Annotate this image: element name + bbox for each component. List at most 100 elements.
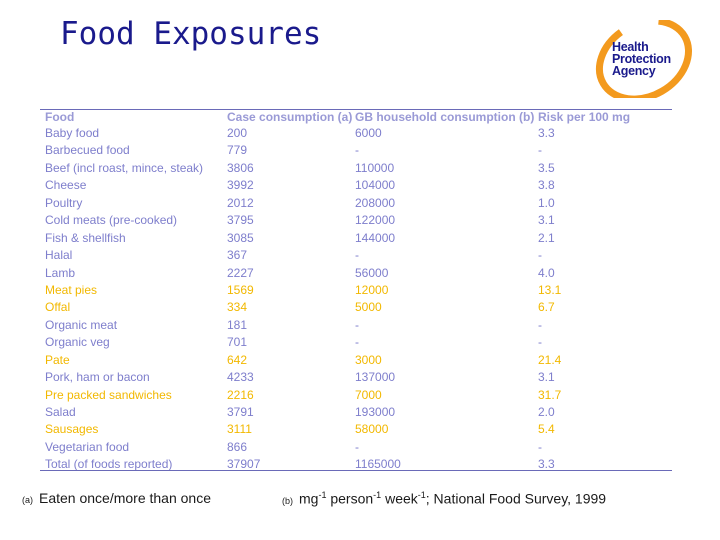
cell-risk: - [538,439,542,454]
cell-gb: 56000 [355,265,389,280]
cell-gb: 137000 [355,370,396,385]
logo-line-3: Agency [612,64,656,78]
cell-food: Pre packed sandwiches [45,387,172,402]
cell-food: Salad [45,405,76,419]
food-exposure-table: Food Case consumption (a) GB household c… [40,106,672,472]
cell-risk: 6.7 [538,300,555,315]
cell-risk: 2.0 [538,405,555,419]
cell-gb: 144000 [355,230,396,245]
cell-case: 3806 [227,160,254,175]
cell-risk: 13.1 [538,282,562,297]
cell-food: Meat pies [45,282,98,297]
cell-gb: - [355,335,359,350]
table-body: Baby food 200 6000 3.3 Barbecued food 779 - - Be… [40,125,672,474]
cell-gb: - [355,439,359,454]
cell-case: 866 [227,439,248,454]
cell-case: 181 [227,317,248,332]
cell-case: 3992 [227,178,254,193]
cell-risk: 3.3 [538,457,555,472]
cell-risk: 3.1 [538,370,555,385]
cell-food: Pate [45,352,70,367]
footnote-b-week: week [381,490,418,507]
cell-case: 2216 [227,387,254,402]
table-row: Cheese 3992 104000 3.8 [40,177,672,194]
table-row: Offal 334 5000 6.7 [40,299,672,316]
logo-line-1: Health [612,40,649,54]
cell-gb: - [355,317,359,332]
header-risk: Risk per 100 mg [538,110,631,124]
cell-food: Sausages [45,422,99,437]
cell-gb: 7000 [355,387,382,402]
cell-food: Baby food [45,126,100,140]
cell-risk: 3.8 [538,178,555,193]
table-row: Meat pies 1569 12000 13.1 [40,282,672,299]
footnote-a-text: Eaten once/more than once [39,490,212,506]
cell-food: Halal [45,248,73,263]
cell-risk: - [538,335,542,350]
footnote-b: (b) mg-1 person-1 week-1; National Food S… [282,490,606,507]
cell-case: 3795 [227,213,254,228]
cell-risk: 31.7 [538,387,562,402]
cell-case: 2012 [227,195,254,210]
table-row: Cold meats (pre-cooked) 3795 122000 3.1 [40,212,672,229]
cell-case: 642 [227,352,248,367]
cell-risk: 3.3 [538,126,555,140]
cell-case: 200 [227,126,248,140]
cell-food: Vegetarian food [45,439,130,454]
cell-gb: 3000 [355,352,382,367]
cell-gb: 193000 [355,405,396,419]
cell-risk: 21.4 [538,352,562,367]
header-case-consumption: Case consumption (a) [227,110,353,124]
table-row: Vegetarian food 866 - - [40,439,672,456]
table-row: Salad 3791 193000 2.0 [40,404,672,421]
cell-risk: - [538,248,542,263]
logo-line-2: Protection [612,52,671,66]
table-row: Pre packed sandwiches 2216 7000 31.7 [40,387,672,404]
cell-case: 3111 [227,422,252,437]
cell-gb: 104000 [355,178,396,193]
footnote-b-sup: -1 [318,490,327,500]
cell-case: 37907 [227,457,261,472]
logo-text: Health Protection Agency [612,40,671,78]
table-row: Organic meat 181 - - [40,317,672,334]
table-row: Lamb 2227 56000 4.0 [40,265,672,282]
cell-case: 2227 [227,265,254,280]
cell-gb: 12000 [355,282,389,297]
footnote-b-marker: (b) [282,495,293,506]
cell-risk: 3.1 [538,213,555,228]
table-row: Pate 642 3000 21.4 [40,352,672,369]
page-title: Food Exposures [60,16,322,52]
table-row: Poultry 2012 208000 1.0 [40,195,672,212]
cell-gb: - [355,248,359,263]
cell-gb: 5000 [355,300,382,315]
cell-case: 779 [227,143,248,158]
logo-swoosh-icon [595,17,693,103]
table-row: Pork, ham or bacon 4233 137000 3.1 [40,369,672,386]
cell-food: Offal [45,300,71,315]
cell-food: Cheese [45,178,87,193]
cell-case: 3791 [227,405,254,419]
cell-food: Poultry [45,195,83,210]
footnote-b-sup: -1 [417,490,426,500]
cell-gb: 208000 [355,195,396,210]
header-gb-consumption: GB household consumption (b) [355,110,535,124]
footnote-b-sup: -1 [373,490,382,500]
cell-case: 334 [227,300,248,315]
cell-risk: 5.4 [538,422,555,437]
table-row: Total (of foods reported) 37907 1165000 3.3 [40,456,672,473]
table-row: Organic veg 701 - - [40,334,672,351]
cell-case: 367 [227,248,248,263]
table-row: Barbecued food 779 - - [40,142,672,159]
cell-case: 701 [227,335,248,350]
cell-case: 3085 [227,230,254,245]
table-row: Halal 367 - - [40,247,672,264]
table-row: Sausages 3111 58000 5.4 [40,421,672,438]
hpa-logo: Health Protection Agency [594,17,694,103]
cell-food: Total (of foods reported) [45,457,173,472]
cell-risk: 1.0 [538,195,555,210]
cell-gb: - [355,143,359,158]
cell-gb: 1165000 [355,457,401,472]
footnote-a-marker: (a) [22,495,33,505]
cell-risk: - [538,143,542,158]
cell-risk: - [538,317,542,332]
